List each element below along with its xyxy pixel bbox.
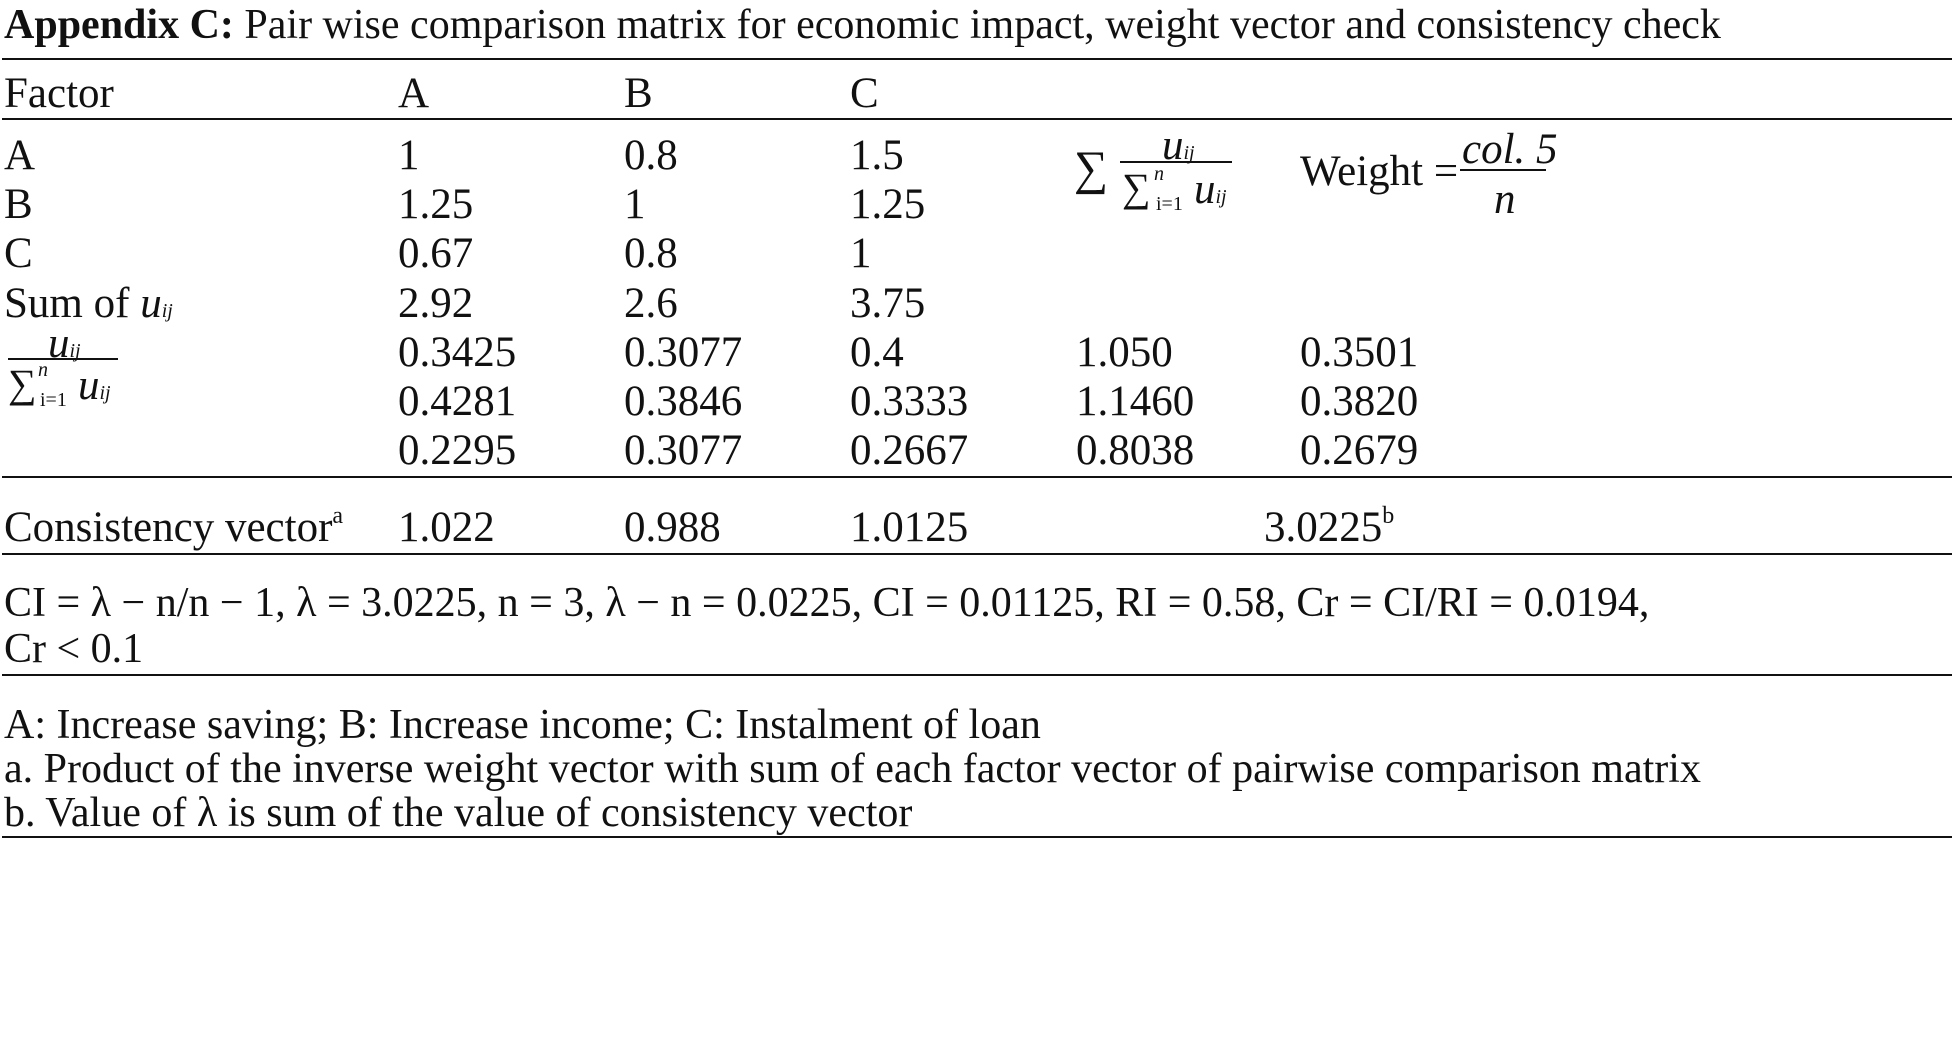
- cell-a: 1: [398, 132, 420, 179]
- rule-header: [2, 118, 1952, 120]
- header-factor: Factor: [4, 70, 114, 117]
- norm-b: 0.3846: [624, 378, 743, 425]
- note-a: a. Product of the inverse weight vector …: [4, 746, 1701, 792]
- formula-col4-den-bottom: i=1: [1156, 193, 1183, 215]
- norm-sum: 1.1460: [1076, 378, 1195, 425]
- rule-consistency: [2, 553, 1952, 555]
- norm-a: 0.3425: [398, 329, 517, 376]
- norm-a: 0.4281: [398, 378, 517, 425]
- norm-bar: [8, 358, 118, 360]
- norm-num: uij: [48, 320, 81, 367]
- norm-b: 0.3077: [624, 427, 743, 474]
- norm-a: 0.2295: [398, 427, 517, 474]
- norm-weight: 0.2679: [1300, 427, 1419, 474]
- note-legend: A: Increase saving; B: Increase income; …: [4, 702, 1041, 748]
- cell-b: 0.8: [624, 230, 678, 277]
- header-c: C: [850, 70, 879, 117]
- header-b: B: [624, 70, 653, 117]
- cell-a: 1.25: [398, 181, 474, 228]
- sum-b: 2.6: [624, 280, 678, 327]
- formula-col5-bar: [1460, 169, 1546, 171]
- cell-c: 1.25: [850, 181, 926, 228]
- norm-sum: 0.8038: [1076, 427, 1195, 474]
- consistency-a: 1.022: [398, 504, 495, 551]
- formula-col5-num: col. 5: [1462, 126, 1558, 173]
- formula-col4-den-sigma: ∑: [1122, 165, 1151, 210]
- norm-den-sigma: ∑: [8, 361, 37, 406]
- norm-weight: 0.3820: [1300, 378, 1419, 425]
- formula-col4-num: uij: [1162, 122, 1195, 169]
- consistency-b: 0.988: [624, 504, 721, 551]
- rule-matrix-end: [2, 476, 1952, 478]
- formula-col4-den-top: n: [1154, 163, 1164, 185]
- sum-label: Sum of uij: [4, 280, 173, 327]
- cell-c: 1.5: [850, 132, 904, 179]
- cell-c: 1: [850, 230, 872, 277]
- rule-ci: [2, 674, 1952, 676]
- norm-sum: 1.050: [1076, 329, 1173, 376]
- row-label: A: [4, 132, 36, 179]
- rule-bottom: [2, 836, 1952, 838]
- norm-label: uij ∑ n i=1 uij: [4, 320, 124, 410]
- ci-line-1: CI = λ − n/n − 1, λ = 3.0225, n = 3, λ −…: [4, 580, 1650, 626]
- norm-c: 0.2667: [850, 427, 969, 474]
- formula-col5-label: Weight =: [1300, 148, 1459, 195]
- formula-col4-den-u: uij: [1194, 166, 1227, 213]
- norm-c: 0.3333: [850, 378, 969, 425]
- table-title: Appendix C: Pair wise comparison matrix …: [4, 4, 1721, 46]
- formula-col4-bar: [1120, 161, 1232, 163]
- cell-b: 0.8: [624, 132, 678, 179]
- title-bold: Appendix C:: [4, 2, 234, 48]
- norm-den-bottom: i=1: [40, 389, 67, 411]
- note-b: b. Value of λ is sum of the value of con…: [4, 790, 913, 836]
- header-a: A: [398, 70, 430, 117]
- title-text: Pair wise comparison matrix for economic…: [244, 2, 1721, 48]
- formula-col5: col. 5 n: [1456, 124, 1558, 221]
- norm-b: 0.3077: [624, 329, 743, 376]
- consistency-label: Consistency vectora: [4, 503, 344, 551]
- sum-a: 2.92: [398, 280, 474, 327]
- sum-c: 3.75: [850, 280, 926, 327]
- formula-col4-sigma: ∑: [1074, 142, 1109, 195]
- norm-den-top: n: [38, 359, 48, 381]
- consistency-c: 1.0125: [850, 504, 969, 551]
- formula-col4: ∑ uij ∑ n i=1 uij: [1074, 120, 1244, 220]
- formula-col5-den: n: [1494, 176, 1516, 223]
- rule-top: [2, 58, 1952, 60]
- norm-den-u: uij: [78, 362, 111, 409]
- row-label: B: [4, 181, 33, 228]
- cell-b: 1: [624, 181, 646, 228]
- cell-a: 0.67: [398, 230, 474, 277]
- row-label: C: [4, 230, 33, 277]
- norm-weight: 0.3501: [1300, 329, 1419, 376]
- ci-line-2: Cr < 0.1: [4, 626, 144, 672]
- norm-c: 0.4: [850, 329, 904, 376]
- consistency-total: 3.0225b: [1264, 503, 1395, 551]
